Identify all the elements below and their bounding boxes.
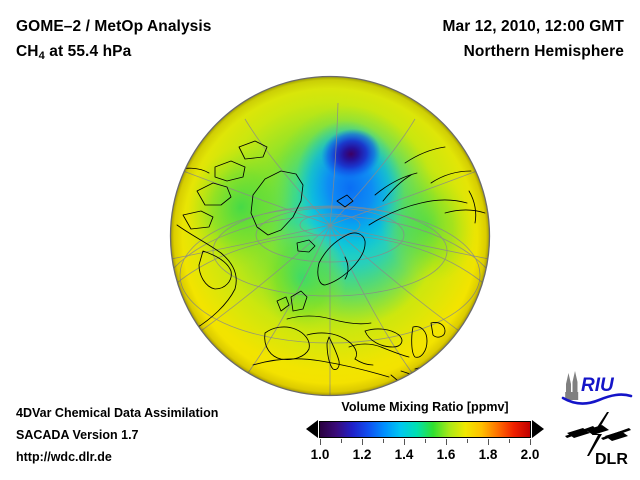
colorbar-row: [306, 420, 544, 445]
globe-limb-shading: [170, 76, 490, 396]
colorbar-tick-label: 1.6: [436, 447, 456, 462]
species-subscript: 4: [38, 50, 45, 62]
credits-line-method: 4DVar Chemical Data Assimilation: [16, 406, 219, 420]
datetime-label: Mar 12, 2010, 12:00 GMT: [442, 18, 624, 35]
dlr-pinwheel-icon: [565, 412, 631, 456]
riu-cathedral-icon: [565, 371, 579, 400]
riu-wave-icon: [561, 393, 633, 405]
riu-wordmark: RIU: [581, 375, 615, 396]
colorbar-gradient-box: [319, 421, 531, 438]
colorbar-tick-label: 1.4: [394, 447, 414, 462]
colorbar-gradient: [320, 422, 530, 437]
colorbar-tick-label: 1.8: [478, 447, 498, 462]
credits-line-url[interactable]: http://wdc.dlr.de: [16, 450, 112, 464]
colorbar-extend-max-arrow-icon: [532, 420, 544, 438]
colorbar-major-tick: [488, 439, 489, 445]
colorbar-minor-tick: [383, 439, 384, 443]
globe-map: [169, 75, 491, 397]
region-label: Northern Hemisphere: [463, 43, 624, 60]
colorbar-legend: Volume Mixing Ratio [ppmv] 1.0 1.2 1.4 1.6 1…: [306, 399, 544, 465]
colorbar-tick-labels: 1.0 1.2 1.4 1.6 1.8 2.0: [306, 447, 544, 465]
credits-block: 4DVar Chemical Data Assimilation SACADA …: [16, 402, 218, 468]
credits-line-version: SACADA Version 1.7: [16, 428, 139, 442]
header-left: GOME–2 / MetOp Analysis CH4 at 55.4 hPa: [16, 14, 212, 66]
colorbar-minor-tick: [467, 439, 468, 443]
colorbar-tick-label: 1.0: [310, 447, 330, 462]
page-title: GOME–2 / MetOp Analysis: [16, 18, 212, 35]
colorbar-title: Volume Mixing Ratio [ppmv]: [341, 400, 509, 414]
colorbar-minor-tick: [425, 439, 426, 443]
colorbar-extend-min-arrow-icon: [306, 420, 318, 438]
colorbar-ticks: [320, 439, 531, 445]
globe-disc: [170, 76, 490, 396]
colorbar-major-tick: [362, 439, 363, 445]
subtitle-species-level: CH4 at 55.4 hPa: [16, 39, 212, 66]
riu-logo: RIU: [561, 370, 633, 406]
species-label: CH: [16, 43, 39, 60]
globe-outline: [169, 75, 491, 397]
dlr-logo: DLR: [563, 411, 633, 468]
colorbar-tick-label: 2.0: [520, 447, 540, 462]
pressure-level-label: at 55.4 hPa: [44, 43, 132, 60]
colorbar-tick-label: 1.2: [352, 447, 372, 462]
colorbar-minor-tick: [509, 439, 510, 443]
header-right: Mar 12, 2010, 12:00 GMT Northern Hemisph…: [442, 14, 624, 64]
colorbar-major-tick: [404, 439, 405, 445]
dlr-wordmark: DLR: [595, 451, 628, 467]
colorbar-minor-tick: [341, 439, 342, 443]
colorbar-major-tick: [320, 439, 321, 445]
colorbar-major-tick: [530, 439, 531, 445]
colorbar-major-tick: [446, 439, 447, 445]
